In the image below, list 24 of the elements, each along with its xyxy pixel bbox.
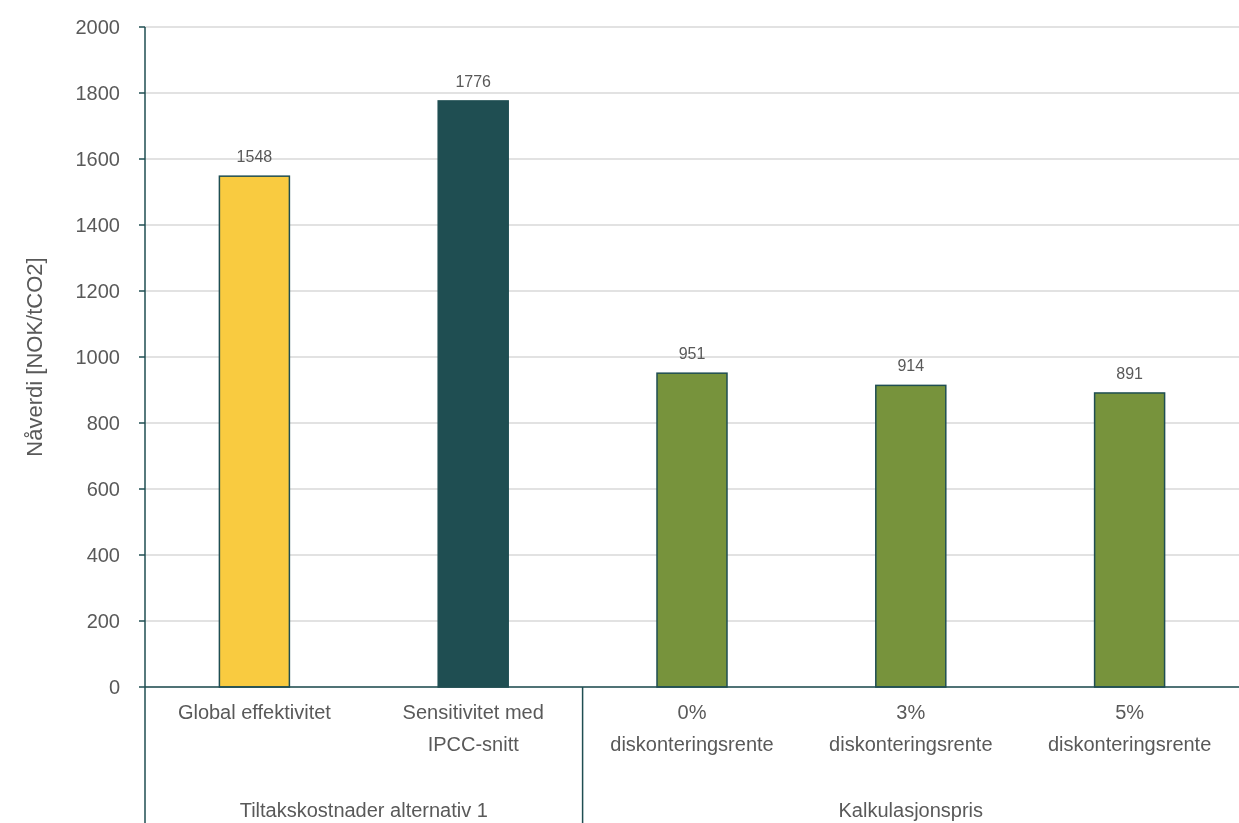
y-tick-label: 800 [86,412,120,434]
data-label: 951 [678,345,706,363]
data-label: 891 [1116,364,1144,382]
y-tick-label: 400 [86,544,120,566]
y-tick-label: 2000 [75,16,120,38]
y-tick-label: 600 [86,478,120,500]
data-label: 1548 [236,148,273,166]
x-tick-label: Sensitivitet med IPCC-snitt [402,701,544,755]
y-tick-label: 1800 [75,82,120,104]
y-tick-label: 1600 [75,148,120,170]
x-tick-label: 5% diskonteringsrente [1047,701,1212,755]
data-label: 914 [897,357,925,375]
y-tick-label: 1200 [75,280,120,302]
y-axis-title: Nåverdi [NOK/tCO2] [22,257,47,457]
x-tick-label: 3% diskonteringsrente [829,701,993,755]
y-tick-label: 200 [86,610,120,632]
x-tick-label: 0% diskonteringsrente [610,701,774,755]
y-tick-label: 1000 [75,346,120,368]
x-tick-label: Global effektivitet [177,701,332,723]
y-tick-label: 0 [108,676,120,698]
text: Tiltakskostnader alternativ 1 [239,799,488,821]
text: Kalkulasjonspris [838,799,984,821]
y-tick-label: 1400 [75,214,120,236]
data-label: 1776 [455,72,492,90]
